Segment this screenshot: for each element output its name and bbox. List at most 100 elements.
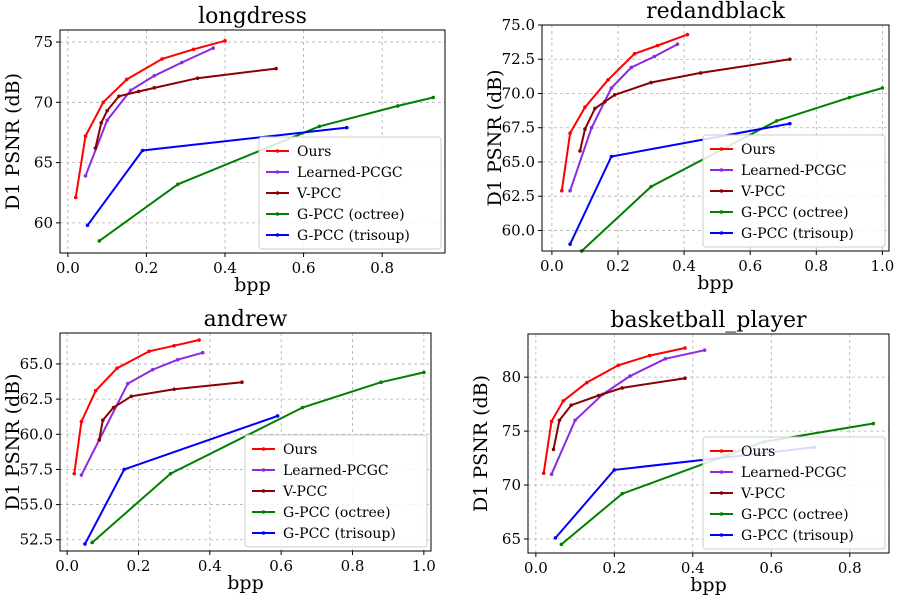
legend-entry: G-PCC (octree) [741, 205, 849, 221]
x-tick-label: 0.4 [198, 557, 222, 575]
y-tick-label: 60.0 [20, 425, 53, 443]
data-point [396, 104, 400, 108]
data-point [569, 403, 573, 408]
y-tick-label: 62.5 [502, 187, 535, 205]
data-point [880, 86, 885, 90]
data-point [583, 127, 587, 131]
data-point [147, 349, 151, 354]
data-point [172, 343, 176, 348]
legend-entry: G-PCC (octree) [297, 207, 405, 223]
plot-frame [527, 333, 890, 554]
x-tick-label: 0.2 [134, 259, 158, 277]
data-point [774, 119, 779, 123]
data-point [136, 89, 141, 94]
data-point [606, 77, 610, 82]
series-line-learned-pcgc [84, 47, 214, 177]
y-tick-label: 65.0 [20, 355, 53, 373]
data-point [620, 491, 624, 496]
data-point [549, 419, 554, 424]
data-point [675, 42, 680, 46]
y-tick-label: 75 [502, 422, 521, 440]
data-point [128, 88, 133, 93]
y-tick-label: 60.0 [502, 221, 535, 239]
x-tick-label: 0.0 [540, 257, 564, 275]
legend-entry: G-PCC (trisoup) [741, 528, 854, 544]
data-point [197, 338, 201, 342]
data-point [589, 125, 594, 130]
legend-marker [719, 147, 724, 151]
legend-entry: Learned-PCGC [297, 165, 403, 181]
legend-box [244, 434, 428, 548]
legend-entry: Ours [283, 442, 317, 458]
data-point [300, 405, 305, 410]
y-tick-label: 75 [34, 33, 53, 51]
y-tick-label: 70.0 [502, 84, 535, 102]
data-point [551, 447, 556, 452]
data-point [274, 66, 278, 71]
x-tick-label: 0.6 [738, 257, 762, 275]
legend: Ours Learned-PCGC V-PCC G-PCC (octree) G-PCC… [702, 436, 886, 550]
legend-marker [719, 512, 724, 516]
data-point [152, 74, 157, 78]
x-tick-label: 0.4 [213, 259, 237, 277]
series-line-g-pcc-octree [560, 422, 874, 546]
x-tick-label: 0.6 [759, 559, 783, 577]
x-axis-label: bpp [227, 572, 264, 594]
x-tick-label: 0.4 [681, 559, 705, 577]
data-point [612, 93, 617, 97]
data-point [573, 418, 577, 423]
data-point [275, 414, 280, 418]
legend-entry: Ours [741, 444, 775, 460]
data-point [602, 99, 607, 104]
y-tick-label: 55.0 [20, 496, 53, 514]
legend: Ours Learned-PCGC V-PCC G-PCC (octree) G-PCC… [702, 134, 886, 248]
chart-title: basketball_player [610, 308, 807, 333]
data-point [125, 381, 130, 386]
chart-panel-0: 0.0 0.2 0.4 0.6 0.8 60 65 70 75 longdress bpp D1 PS… [2, 4, 446, 296]
data-point [79, 473, 84, 477]
chart-panel-3: 0.0 0.2 0.4 0.6 0.8 65 70 75 80 basketball_player… [470, 308, 890, 596]
data-point [168, 471, 173, 476]
data-point [560, 188, 564, 193]
y-tick-label: 70 [502, 476, 521, 494]
data-point [240, 380, 244, 385]
legend-box [702, 436, 886, 550]
legend-entry: Learned-PCGC [741, 465, 847, 481]
legend-marker [275, 233, 280, 237]
legend-marker [275, 170, 280, 174]
series-line-v-pcc [579, 58, 791, 152]
legend-entry: V-PCC [282, 484, 327, 500]
data-point [698, 71, 703, 75]
x-tick-label: 0.8 [838, 559, 862, 577]
legend: Ours Learned-PCGC V-PCC G-PCC (octree) G-PCC… [258, 136, 442, 250]
data-point [122, 467, 127, 472]
data-point [847, 95, 852, 100]
data-point [124, 77, 129, 82]
data-point [111, 405, 116, 410]
y-axis-label: D1 PSNR (dB) [2, 373, 24, 510]
legend-marker [719, 231, 724, 235]
data-point [616, 363, 621, 368]
legend-entry: G-PCC (trisoup) [297, 228, 410, 244]
legend-marker [719, 491, 724, 495]
data-point [101, 100, 106, 105]
data-point [559, 542, 564, 547]
x-tick-label: 0.2 [602, 559, 626, 577]
legend-marker [275, 191, 280, 195]
data-point [97, 239, 102, 243]
y-tick-label: 70 [34, 93, 53, 111]
data-point [612, 468, 617, 472]
series-line-v-pcc [552, 377, 686, 450]
data-point [629, 65, 634, 70]
y-tick-label: 67.5 [502, 119, 535, 137]
x-tick-label: 0.0 [55, 557, 79, 575]
legend-marker [275, 149, 280, 153]
data-point [649, 184, 653, 189]
y-tick-label: 52.5 [20, 531, 53, 549]
y-tick-label: 62.5 [20, 390, 53, 408]
chart-title: andrew [204, 307, 288, 332]
data-point [117, 94, 121, 99]
legend-box [702, 134, 886, 248]
x-tick-label: 0.8 [804, 257, 828, 275]
